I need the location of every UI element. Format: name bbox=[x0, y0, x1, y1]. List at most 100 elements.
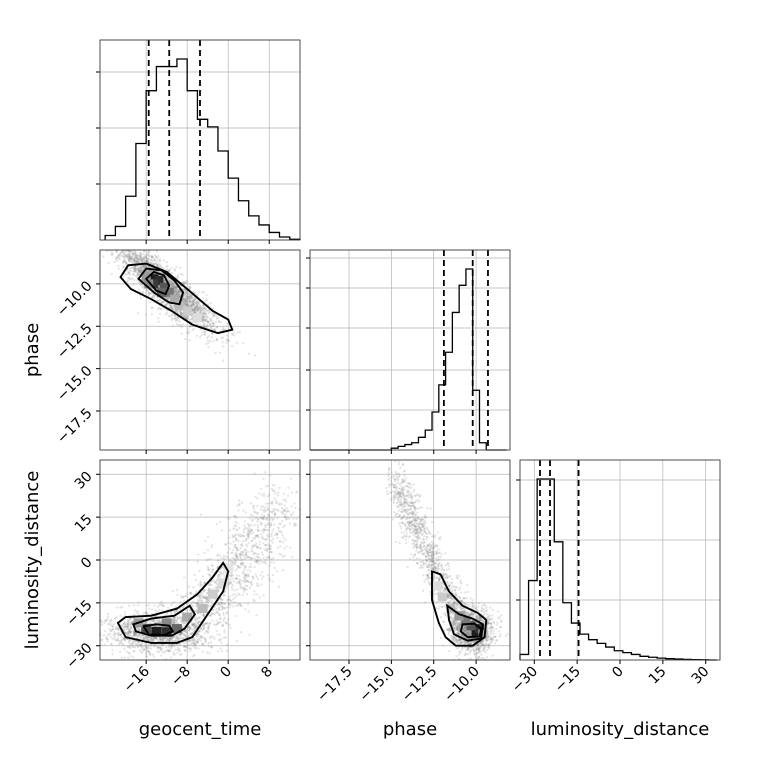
sample-point bbox=[203, 644, 206, 647]
sample-point bbox=[132, 604, 136, 607]
sample-point bbox=[140, 259, 143, 262]
sample-point bbox=[193, 622, 196, 625]
sample-point bbox=[128, 256, 131, 259]
sample-point bbox=[176, 290, 180, 294]
sample-point bbox=[137, 288, 140, 291]
sample-point bbox=[128, 258, 131, 261]
sample-point bbox=[195, 305, 199, 308]
sample-point bbox=[251, 575, 254, 578]
sample-point bbox=[207, 321, 210, 324]
sample-point bbox=[163, 280, 166, 283]
sample-point bbox=[267, 556, 271, 559]
sample-point bbox=[260, 535, 264, 538]
sample-point bbox=[135, 255, 139, 258]
sample-point bbox=[121, 250, 124, 253]
sample-point bbox=[186, 298, 190, 301]
sample-point bbox=[180, 313, 183, 317]
sample-point bbox=[243, 568, 246, 571]
sample-point bbox=[207, 335, 210, 338]
sample-point bbox=[133, 269, 137, 273]
sample-point bbox=[197, 306, 200, 309]
sample-point bbox=[147, 250, 150, 254]
sample-point bbox=[185, 296, 189, 299]
sample-point bbox=[169, 656, 173, 659]
sample-point bbox=[282, 536, 286, 539]
sample-point bbox=[249, 502, 252, 505]
sample-point bbox=[203, 324, 206, 328]
sample-point bbox=[238, 565, 242, 569]
sample-point bbox=[171, 281, 175, 284]
sample-point bbox=[157, 643, 160, 647]
sample-point bbox=[116, 616, 119, 619]
sample-point bbox=[135, 273, 139, 276]
sample-point bbox=[135, 258, 139, 262]
sample-point bbox=[203, 333, 207, 336]
sample-point bbox=[163, 303, 166, 306]
sample-point bbox=[103, 619, 107, 622]
sample-point bbox=[232, 601, 235, 604]
sample-point bbox=[187, 315, 190, 318]
sample-point bbox=[128, 651, 131, 655]
sample-point bbox=[227, 541, 230, 544]
sample-point bbox=[203, 306, 206, 309]
sample-point bbox=[143, 266, 147, 269]
sample-point bbox=[193, 310, 196, 314]
sample-point bbox=[203, 318, 206, 321]
sample-point bbox=[231, 583, 234, 587]
sample-point bbox=[233, 515, 237, 518]
sample-point bbox=[144, 313, 148, 316]
sample-point bbox=[204, 331, 207, 334]
sample-point bbox=[173, 285, 176, 288]
sample-point bbox=[225, 649, 229, 652]
sample-point bbox=[205, 298, 209, 301]
sample-point bbox=[157, 317, 160, 320]
sample-point bbox=[237, 574, 241, 577]
sample-point bbox=[277, 491, 280, 494]
sample-point bbox=[184, 293, 187, 297]
sample-point bbox=[205, 342, 208, 346]
sample-point bbox=[137, 258, 140, 261]
sample-point bbox=[223, 328, 227, 331]
sample-point bbox=[170, 266, 173, 270]
sample-point bbox=[256, 529, 260, 532]
sample-point bbox=[115, 256, 119, 260]
sample-point bbox=[231, 533, 234, 537]
sample-point bbox=[124, 620, 127, 623]
sample-point bbox=[263, 471, 267, 474]
sample-point bbox=[193, 618, 197, 622]
sample-point bbox=[170, 279, 173, 282]
sample-point bbox=[273, 497, 276, 500]
sample-point bbox=[268, 544, 272, 548]
sample-point bbox=[187, 296, 191, 299]
sample-point bbox=[231, 594, 234, 597]
sample-point bbox=[209, 318, 212, 321]
sample-point bbox=[107, 622, 110, 625]
sample-point bbox=[130, 255, 134, 258]
sample-point bbox=[198, 307, 201, 311]
sample-point bbox=[151, 259, 154, 263]
sample-point bbox=[224, 543, 227, 546]
sample-point bbox=[176, 277, 180, 280]
sample-point bbox=[159, 266, 162, 269]
sample-point bbox=[179, 600, 182, 604]
sample-point bbox=[144, 265, 147, 268]
sample-point bbox=[168, 296, 171, 300]
sample-point bbox=[263, 548, 266, 551]
sample-point bbox=[113, 622, 116, 625]
sample-point bbox=[222, 619, 225, 622]
sample-point bbox=[237, 592, 240, 595]
sample-point bbox=[193, 300, 196, 303]
sample-point bbox=[251, 531, 255, 535]
sample-point bbox=[256, 526, 260, 529]
sample-point bbox=[123, 259, 126, 263]
sample-point bbox=[207, 312, 210, 315]
sample-point bbox=[284, 500, 288, 503]
sample-point bbox=[285, 507, 288, 510]
sample-point bbox=[129, 255, 132, 258]
sample-point bbox=[184, 289, 188, 292]
sample-point bbox=[268, 515, 272, 519]
sample-point bbox=[114, 250, 118, 253]
sample-point bbox=[229, 559, 232, 562]
sample-point bbox=[210, 327, 214, 330]
